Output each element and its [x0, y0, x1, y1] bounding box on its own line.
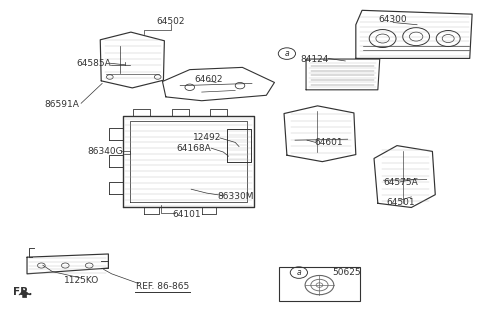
Text: 64601: 64601: [314, 138, 343, 147]
Text: 50625: 50625: [332, 268, 361, 277]
Text: 86340G: 86340G: [87, 147, 123, 156]
Text: 84124: 84124: [300, 54, 328, 63]
Text: 64575A: 64575A: [383, 178, 418, 187]
Text: 86591A: 86591A: [45, 100, 80, 109]
Text: 64101: 64101: [172, 210, 201, 219]
Text: a: a: [297, 268, 301, 277]
Text: 64501: 64501: [386, 197, 415, 206]
Text: REF. 86-865: REF. 86-865: [136, 282, 189, 291]
Text: 64300: 64300: [379, 15, 408, 24]
Polygon shape: [19, 290, 30, 298]
Text: 64585A: 64585A: [76, 59, 111, 68]
Text: 1125KO: 1125KO: [64, 276, 100, 285]
Text: a: a: [285, 49, 289, 58]
Bar: [279, 267, 360, 301]
Text: 64502: 64502: [156, 17, 185, 26]
Text: 12492: 12492: [192, 133, 221, 142]
Text: 64168A: 64168A: [177, 144, 211, 153]
Text: 64602: 64602: [195, 75, 223, 84]
Text: 86330M: 86330M: [217, 193, 253, 201]
Text: FR.: FR.: [12, 287, 32, 297]
